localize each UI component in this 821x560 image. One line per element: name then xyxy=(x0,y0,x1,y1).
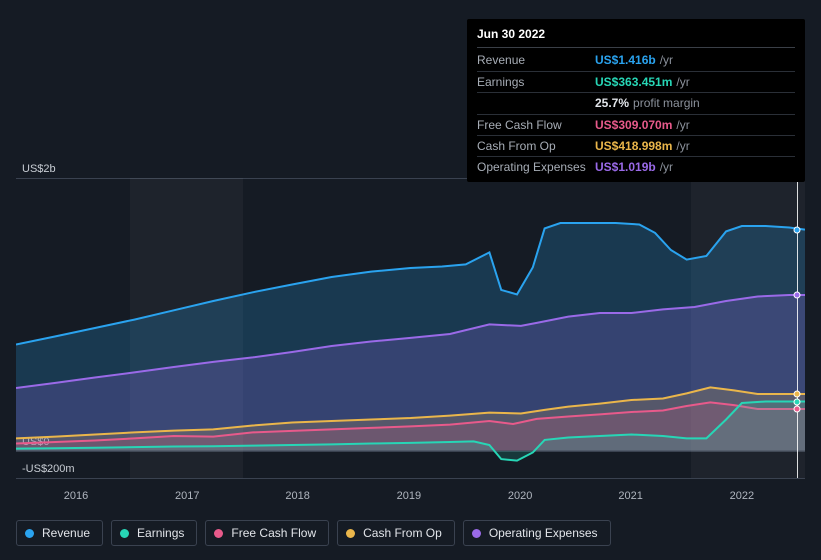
legend-label: Cash From Op xyxy=(363,526,442,540)
financials-chart[interactable]: US$2bUS$0-US$200m 2016201720182019202020… xyxy=(16,158,805,498)
x-axis-label: 2022 xyxy=(730,490,754,502)
legend-swatch xyxy=(472,529,481,538)
tooltip-unit: /yr xyxy=(676,118,689,132)
tooltip-unit: /yr xyxy=(660,160,673,174)
legend-item-free-cash-flow[interactable]: Free Cash Flow xyxy=(205,520,329,546)
chart-tooltip: Jun 30 2022 RevenueUS$1.416b/yrEarningsU… xyxy=(467,19,805,182)
tooltip-row: RevenueUS$1.416b/yr xyxy=(477,50,795,71)
legend-label: Free Cash Flow xyxy=(231,526,316,540)
x-axis-label: 2018 xyxy=(285,490,309,502)
tooltip-date: Jun 30 2022 xyxy=(477,25,795,48)
tooltip-label: Cash From Op xyxy=(477,139,595,153)
x-axis-label: 2017 xyxy=(175,490,199,502)
gridline xyxy=(16,478,805,479)
legend-item-operating-expenses[interactable]: Operating Expenses xyxy=(463,520,611,546)
legend-swatch xyxy=(25,529,34,538)
x-axis-label: 2016 xyxy=(64,490,88,502)
tooltip-row: EarningsUS$363.451m/yr xyxy=(477,72,795,93)
tooltip-value: US$1.019b xyxy=(595,160,656,174)
tooltip-value: 25.7% xyxy=(595,96,629,110)
tooltip-label: Revenue xyxy=(477,53,595,67)
tooltip-unit: /yr xyxy=(676,75,689,89)
chart-legend: Revenue Earnings Free Cash Flow Cash From O… xyxy=(16,520,611,546)
tooltip-row: Free Cash FlowUS$309.070m/yr xyxy=(477,115,795,136)
tooltip-row: Operating ExpensesUS$1.019b/yr xyxy=(477,157,795,177)
tooltip-unit: profit margin xyxy=(633,96,700,110)
x-axis-label: 2019 xyxy=(397,490,421,502)
chart-plot-area xyxy=(16,178,805,478)
legend-item-revenue[interactable]: Revenue xyxy=(16,520,103,546)
x-axis-label: 2021 xyxy=(618,490,642,502)
tooltip-unit: /yr xyxy=(660,53,673,67)
tooltip-label: Earnings xyxy=(477,75,595,89)
cursor-line xyxy=(797,178,798,478)
y-axis-label: US$2b xyxy=(22,163,56,175)
cursor-dot xyxy=(794,292,801,299)
legend-swatch xyxy=(214,529,223,538)
legend-label: Revenue xyxy=(42,526,90,540)
legend-swatch xyxy=(120,529,129,538)
tooltip-unit: /yr xyxy=(676,139,689,153)
tooltip-row: 25.7% profit margin xyxy=(477,93,795,114)
tooltip-value: US$418.998m xyxy=(595,139,672,153)
tooltip-value: US$1.416b xyxy=(595,53,656,67)
cursor-dot xyxy=(794,398,801,405)
legend-swatch xyxy=(346,529,355,538)
tooltip-row: Cash From OpUS$418.998m/yr xyxy=(477,136,795,157)
cursor-dot xyxy=(794,226,801,233)
tooltip-value: US$363.451m xyxy=(595,75,672,89)
x-axis-label: 2020 xyxy=(508,490,532,502)
cursor-dot xyxy=(794,406,801,413)
legend-item-cash-from-op[interactable]: Cash From Op xyxy=(337,520,455,546)
legend-label: Earnings xyxy=(137,526,184,540)
tooltip-value: US$309.070m xyxy=(595,118,672,132)
cursor-dot xyxy=(794,391,801,398)
legend-item-earnings[interactable]: Earnings xyxy=(111,520,197,546)
legend-label: Operating Expenses xyxy=(489,526,598,540)
tooltip-label: Free Cash Flow xyxy=(477,118,595,132)
tooltip-label: Operating Expenses xyxy=(477,160,595,174)
